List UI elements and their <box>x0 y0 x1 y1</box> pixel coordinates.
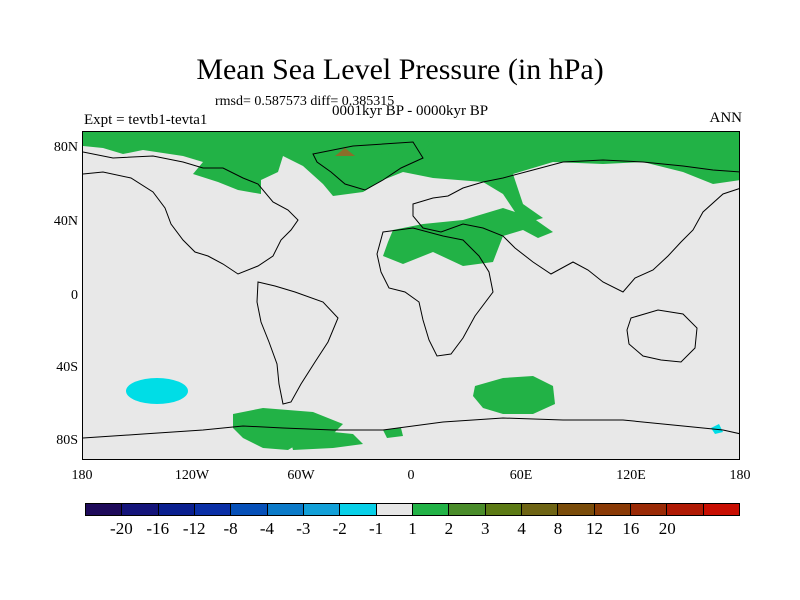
period-label: 0001kyr BP - 0000kyr BP <box>331 103 489 119</box>
colorbar-box-9 <box>412 504 450 515</box>
mideast-anomaly <box>383 208 553 266</box>
colorbar-label: -4 <box>259 519 275 538</box>
lat-label-40n: 40N <box>53 214 78 229</box>
lon-label-60w: 60W <box>287 468 315 483</box>
colorbar-label: 8 <box>553 519 563 538</box>
colorbar-box-6 <box>303 504 341 515</box>
greenland-peak-anomaly <box>335 148 355 156</box>
colorbar-box-2 <box>158 504 195 515</box>
plot-title: Mean Sea Level Pressure (in hPa) <box>196 53 604 86</box>
greenland-anomaly <box>273 136 433 158</box>
colorbar-label: -12 <box>182 519 206 538</box>
map-svg <box>83 132 739 459</box>
experiment-label: Expt = tevtb1-tevta1 <box>84 112 208 128</box>
lat-label-0: 0 <box>71 288 78 303</box>
australia-coast <box>626 309 698 363</box>
colorbar-box-5 <box>267 504 304 515</box>
antarctic-anomaly-west <box>233 408 343 450</box>
neutral-background <box>83 132 739 459</box>
lon-label-0: 0 <box>407 468 415 483</box>
colorbar-label: 3 <box>481 519 490 538</box>
colorbar-box-3 <box>194 504 232 515</box>
antarctica-coast <box>83 417 739 439</box>
season-label: ANN <box>709 110 743 126</box>
lon-label-120e: 120E <box>616 468 646 483</box>
colorbar-label: 4 <box>517 519 526 538</box>
antarctic-anomaly-south <box>288 430 363 450</box>
colorbar-box-15 <box>630 504 668 515</box>
colorbar-label: -2 <box>332 519 347 538</box>
colorbar-box-8 <box>376 504 413 515</box>
coastlines <box>83 141 739 439</box>
southern-atlantic-anomaly <box>473 376 555 414</box>
lat-label-80n: 80N <box>53 140 78 155</box>
colorbar-label: -20 <box>110 519 133 538</box>
colorbar-box-13 <box>558 504 595 515</box>
eurasia-coast <box>412 159 739 293</box>
colorbar-label: 12 <box>585 519 603 538</box>
colorbar-label: 2 <box>444 519 454 538</box>
colorbar-box-0 <box>86 504 123 515</box>
stats-label: rmsd= 0.587573 diff= 0.385315 <box>215 94 395 109</box>
antarctic-anomaly-ross <box>383 428 403 438</box>
colorbar-label: -3 <box>296 519 311 538</box>
africa-coast <box>376 227 494 357</box>
colorbar-label: 1 <box>408 519 417 538</box>
colorbar-label: 16 <box>622 519 640 538</box>
lon-label-120w: 120W <box>174 468 210 483</box>
colorbar-box-11 <box>485 504 522 515</box>
lat-label-40s: 40S <box>56 360 78 375</box>
colorbar-label: 20 <box>658 519 676 538</box>
lon-label-180e: 180 <box>729 468 751 483</box>
colorbar-label: -16 <box>146 519 170 538</box>
south-america-coast <box>256 281 339 405</box>
colorbar-box-1 <box>122 504 159 515</box>
south-pacific-negative-anomaly <box>126 378 188 404</box>
greenland-coast <box>312 141 424 191</box>
arctic-anomaly <box>83 132 739 224</box>
colorbar-box-14 <box>594 504 631 515</box>
map-panel <box>82 131 740 460</box>
colorbar-label: -1 <box>369 519 384 538</box>
lon-label-180w: 180 <box>71 468 93 483</box>
colorbar-box-4 <box>231 504 268 515</box>
colorbar-box-16 <box>667 504 704 515</box>
colorbar-box-7 <box>340 504 377 515</box>
lat-label-80s: 80S <box>56 433 78 448</box>
colorbar-box-10 <box>449 504 486 515</box>
colorbar-box-12 <box>521 504 559 515</box>
positive-anomaly-regions <box>83 132 739 450</box>
colorbar <box>85 503 740 516</box>
colorbar-label: -8 <box>223 519 238 538</box>
lon-label-60e: 60E <box>509 468 533 483</box>
colorbar-box-17 <box>703 504 739 515</box>
north-america-coast <box>83 151 299 275</box>
